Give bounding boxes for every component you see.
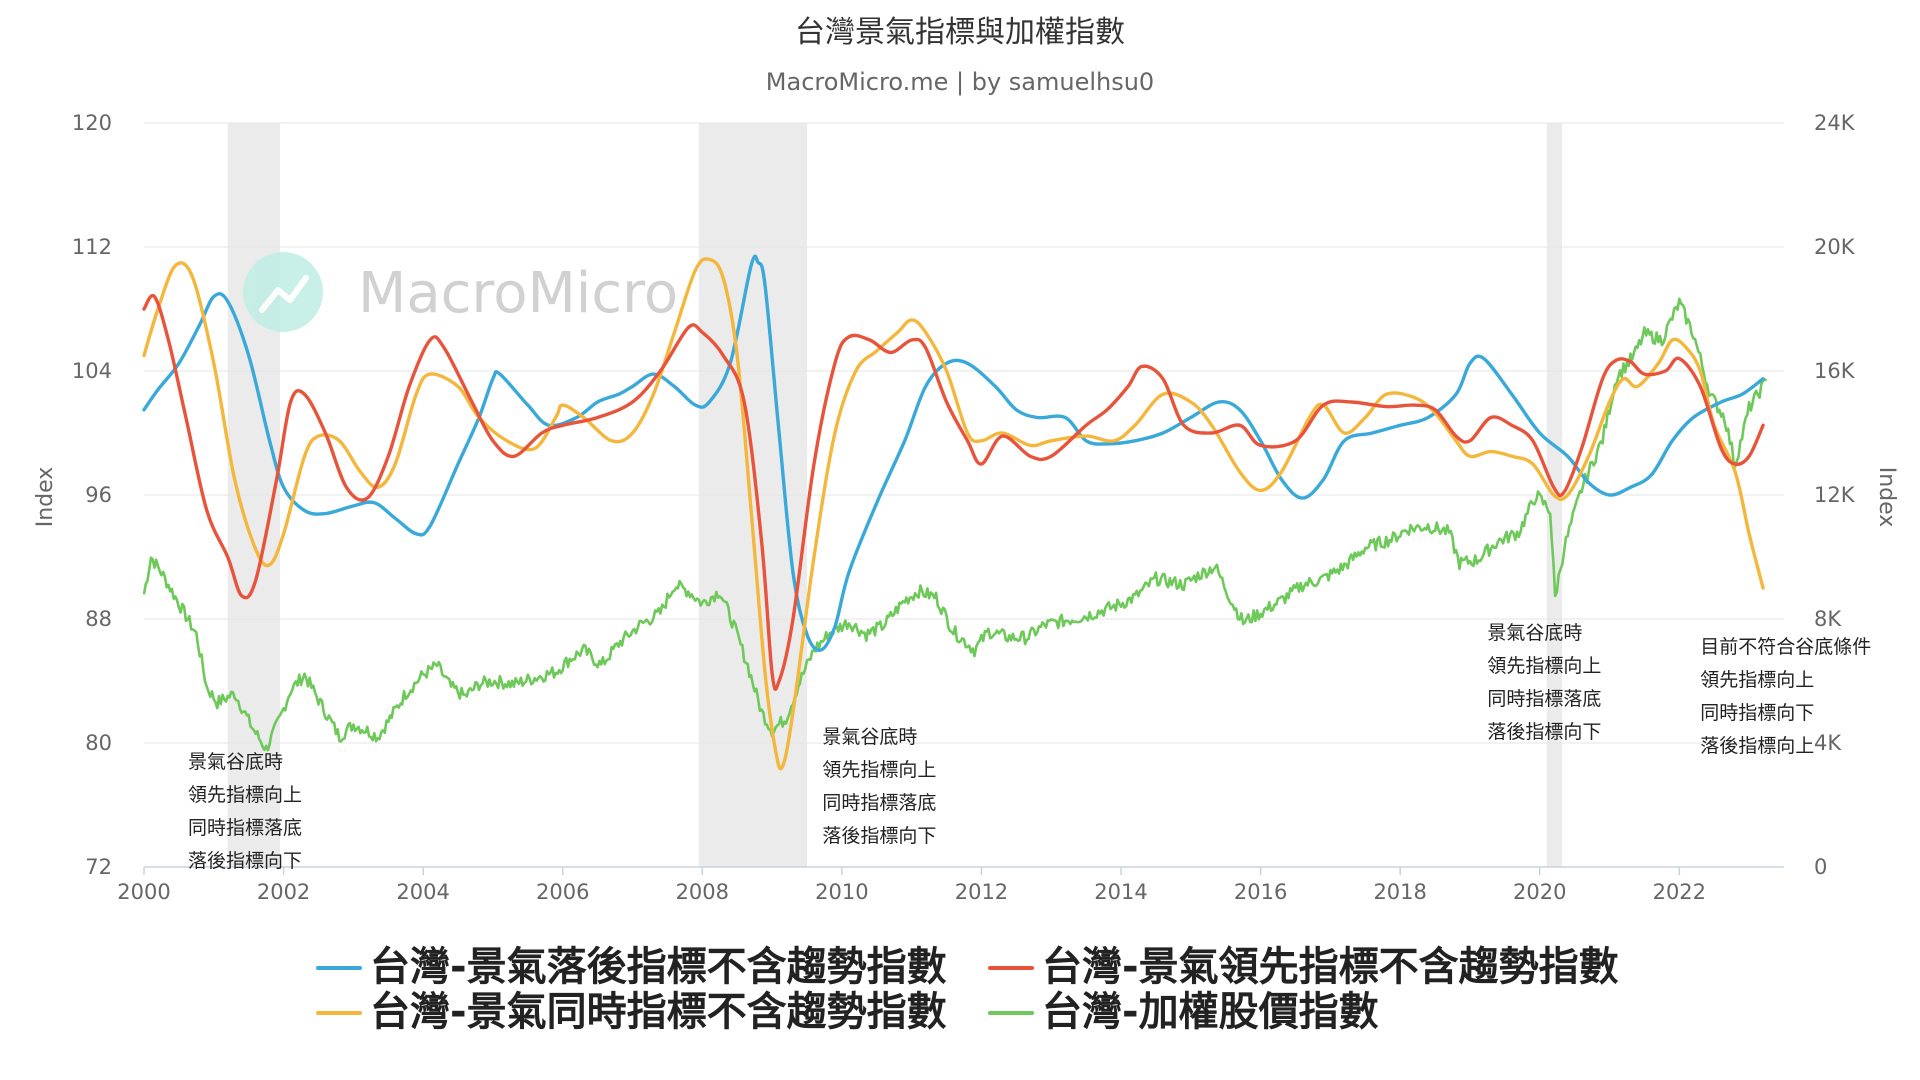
y-left-tick-label: 96 (85, 483, 112, 507)
annotation-0-line-3: 落後指標向下 (188, 850, 302, 872)
series-line-coincident (142, 257, 1765, 771)
series-line-leading (142, 293, 1765, 691)
x-tick-label: 2022 (1653, 880, 1706, 904)
x-tick-label: 2000 (117, 880, 170, 904)
chart-title: 台灣景氣指標與加權指數 (795, 15, 1125, 50)
watermark: MacroMicro (243, 252, 678, 332)
legend: 台灣-景氣落後指標不含趨勢指數 台灣-景氣領先指標不含趨勢指數台灣-景氣同時指標不… (316, 944, 1619, 1035)
annotation-2-line-0: 景氣谷底時 (1487, 622, 1582, 644)
x-tick-label: 2018 (1373, 880, 1426, 904)
x-tick-label: 2010 (815, 880, 868, 904)
annotation-3-line-3: 落後指標向上 (1700, 735, 1814, 757)
annotation-3-line-2: 同時指標向下 (1700, 702, 1814, 724)
y-left-tick-label: 72 (85, 855, 112, 879)
annotation-1-line-2: 同時指標落底 (822, 792, 936, 814)
y-right-tick-label: 0 (1814, 855, 1827, 879)
chart-subtitle: MacroMicro.me | by samuelhsu0 (766, 68, 1154, 96)
annotation-2-line-2: 同時指標落底 (1487, 688, 1601, 710)
y-right-tick-label: 20K (1814, 235, 1856, 259)
y-left-tick-label: 80 (85, 731, 112, 755)
x-tick-label: 2020 (1513, 880, 1566, 904)
y-right-tick-label: 24K (1814, 111, 1856, 135)
y-right-tick-label: 12K (1814, 483, 1856, 507)
series-line-taiex (142, 297, 1767, 752)
y-axis-right-label: Index (1874, 467, 1899, 528)
annotation-2-line-3: 落後指標向下 (1487, 721, 1601, 743)
annotation-0-line-0: 景氣谷底時 (188, 751, 283, 773)
y-right-tick-label: 8K (1814, 607, 1842, 631)
annotation-3-line-1: 領先指標向上 (1700, 669, 1814, 691)
x-tick-label: 2002 (257, 880, 310, 904)
x-tick-label: 2006 (536, 880, 589, 904)
y-axis-left-label: Index (33, 467, 58, 528)
x-tick-label: 2014 (1094, 880, 1147, 904)
x-axis-ticks: 2000 2002 2004 2006 2008 2010 2012 2014 2016 2018… (117, 866, 1784, 904)
annotation-1-line-3: 落後指標向下 (822, 825, 936, 847)
x-tick-label: 2004 (396, 880, 449, 904)
annotation-1-line-1: 領先指標向上 (822, 759, 936, 781)
legend-label-leading: 台灣-景氣領先指標不含趨勢指數 (1042, 944, 1619, 990)
x-tick-label: 2012 (955, 880, 1008, 904)
x-tick-label: 2008 (676, 880, 729, 904)
annotation-3-line-0: 目前不符合谷底條件 (1700, 636, 1871, 658)
y-left-tick-label: 120 (72, 111, 112, 135)
annotation-1-line-0: 景氣谷底時 (822, 726, 917, 748)
y-right-tick-label: 16K (1814, 359, 1856, 383)
watermark-text: MacroMicro (358, 261, 678, 326)
y-right-tick-label: 4K (1814, 731, 1842, 755)
series-line-lagging (142, 254, 1765, 652)
legend-label-lagging: 台灣-景氣落後指標不含趨勢指數 (370, 944, 947, 990)
y-left-tick-label: 88 (85, 607, 112, 631)
annotation-0-line-1: 領先指標向上 (188, 784, 302, 806)
x-tick-label: 2016 (1234, 880, 1287, 904)
annotation-2-line-1: 領先指標向上 (1487, 655, 1601, 677)
legend-label-coincident: 台灣-景氣同時指標不含趨勢指數 (370, 989, 947, 1035)
y-axis-right-ticks: 0 4K 8K 12K 16K 20K 24K (1814, 111, 1856, 879)
series-lines (142, 254, 1767, 771)
y-left-tick-label: 112 (72, 235, 112, 259)
y-left-tick-label: 104 (72, 359, 112, 383)
legend-label-taiex: 台灣-加權股價指數 (1042, 989, 1379, 1035)
annotation-0-line-2: 同時指標落底 (188, 817, 302, 839)
annotations: 景氣谷底時領先指標向上同時指標落底落後指標向下景氣谷底時領先指標向上同時指標落底… (188, 622, 1871, 872)
y-axis-left-ticks: 72 80 88 96 104 112 120 (72, 111, 112, 879)
